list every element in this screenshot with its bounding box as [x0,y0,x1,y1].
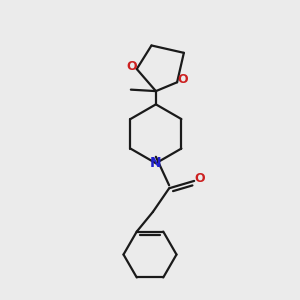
Text: O: O [177,74,188,86]
Text: O: O [126,61,137,74]
Text: N: N [150,156,162,170]
Text: O: O [194,172,205,185]
